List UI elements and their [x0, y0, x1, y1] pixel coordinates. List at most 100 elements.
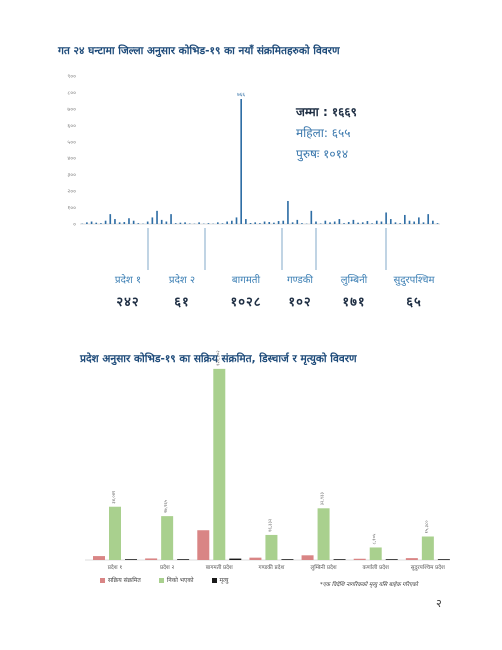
district-bar	[132, 220, 135, 224]
district-bar	[259, 223, 261, 224]
category-label: सुदुरपश्चिम प्रदेश	[411, 564, 445, 571]
district-bar	[357, 222, 359, 224]
district-bar	[315, 221, 317, 224]
district-bar	[422, 222, 425, 224]
province-name: बागमती	[231, 275, 261, 286]
legend-label: निको भएको	[166, 577, 194, 584]
province-bar-chart: ३४,०४१ प्रदेश १ २७,९६५ प्रदेश २ १२१,८०२ बागमत…	[85, 350, 450, 571]
province-bar	[177, 559, 190, 560]
district-bar	[95, 222, 98, 224]
district-bar	[156, 210, 158, 224]
legend-swatch	[211, 578, 217, 583]
province-name: लुम्बिनी	[340, 275, 368, 286]
bar-value-label: २७,९६५	[164, 499, 169, 513]
bar-value-label: ३४,०४१	[112, 491, 117, 504]
province-bar	[421, 536, 434, 560]
district-bar-chart: ० १०० २०० ३०० ४०० ५०० ६०० ७०० ८०० ९०० ७६६	[67, 74, 440, 270]
district-bar	[301, 223, 303, 224]
legend-swatch	[100, 578, 105, 583]
district-bar	[385, 212, 387, 224]
province-value: ६१	[174, 295, 190, 310]
category-label: लुम्बिनी प्रदेश	[311, 564, 337, 571]
district-bar	[273, 222, 275, 224]
province-bar	[301, 555, 314, 560]
province-bar	[317, 508, 330, 560]
province-total: लुम्बिनी १७१	[322, 272, 386, 310]
province-bar	[197, 530, 210, 560]
district-bar	[231, 220, 233, 224]
province-total: प्रदेश २ ६१	[150, 272, 214, 310]
district-bar	[221, 223, 224, 224]
district-bar	[184, 222, 186, 224]
district-bar	[170, 214, 172, 224]
chart1-title: गत २४ घन्टामा जिल्ला अनुसार कोभिड-१९ का …	[58, 45, 340, 57]
legend-label: मृत्यु	[219, 577, 229, 584]
province-name: प्रदेश १	[114, 275, 142, 286]
district-bar	[291, 222, 294, 224]
district-bar	[216, 222, 219, 224]
district-bar	[310, 210, 313, 224]
district-bar	[86, 222, 88, 224]
province-value: २४२	[116, 295, 140, 310]
province-bar	[229, 558, 242, 560]
province-name: सुदुरपश्चिम	[393, 275, 435, 286]
district-bar	[389, 219, 392, 224]
district-bar	[413, 221, 415, 224]
page-number: २	[436, 597, 442, 610]
district-bar	[151, 217, 154, 224]
province-bar	[265, 534, 278, 560]
province-bar	[109, 506, 121, 560]
district-bar	[352, 219, 355, 224]
summary-female: महिला: ६५५	[296, 126, 351, 140]
province-bar	[405, 558, 418, 560]
province-bar	[333, 559, 346, 560]
province-bar	[249, 557, 262, 560]
y-tick-label: १००	[67, 206, 76, 212]
category-label: प्रदेश १	[108, 564, 123, 571]
district-bar	[118, 222, 121, 224]
bar-value-label: ८,१०५	[373, 533, 378, 544]
chart2-legend: सक्रिय संक्रमित निको भएको मृत्यु	[100, 576, 228, 584]
district-bar	[432, 220, 434, 224]
district-bar	[287, 200, 289, 224]
summary-box: जम्मा : १६६९ महिला: ६५५ पुरुषः १०१४	[296, 102, 357, 165]
district-bar	[343, 223, 345, 224]
district-bar	[375, 220, 378, 224]
legend-swatch	[158, 578, 164, 583]
bar-value-label: १५,३८०	[425, 520, 430, 534]
y-tick-label: ०	[73, 222, 76, 228]
district-bar	[174, 223, 177, 224]
district-bar	[123, 222, 126, 224]
province-total: सुदुरपश्चिम ६५	[382, 272, 446, 310]
province-bar	[353, 558, 366, 560]
district-bar	[254, 222, 257, 224]
summary-total: जम्मा : १६६९	[296, 105, 357, 119]
province-total: बागमती १०२८	[214, 272, 278, 310]
max-value-label: ७६६	[237, 92, 245, 98]
district-bar	[338, 219, 341, 224]
legend-item: निको भएको	[158, 576, 194, 584]
category-label: प्रदेश २	[160, 564, 175, 571]
district-bar	[109, 214, 112, 224]
district-bar	[296, 219, 299, 224]
province-bar	[161, 516, 174, 560]
district-bar	[90, 221, 93, 224]
district-bar	[240, 99, 242, 224]
bar-value-label: ३२,९३३	[321, 492, 326, 505]
province-value: १७१	[342, 295, 366, 310]
province-bar	[125, 559, 137, 560]
province-bar	[369, 547, 382, 560]
province-value: १०२८	[230, 295, 262, 310]
y-tick-label: ६००	[67, 123, 76, 129]
district-bar	[114, 219, 116, 224]
district-bar	[324, 220, 327, 224]
y-tick-label: ९००	[67, 74, 76, 80]
category-label: कर्णाली प्रदेश	[363, 564, 390, 571]
y-tick-label: ७००	[67, 107, 76, 113]
district-bar	[245, 219, 247, 224]
province-value: ६५	[406, 295, 422, 310]
district-bar	[333, 221, 336, 224]
district-bar	[404, 214, 406, 224]
chart2-title: प्रदेश अनुसार कोभिड-१९ का सक्रिय संक्रमि…	[80, 353, 357, 365]
district-bar	[408, 220, 411, 224]
